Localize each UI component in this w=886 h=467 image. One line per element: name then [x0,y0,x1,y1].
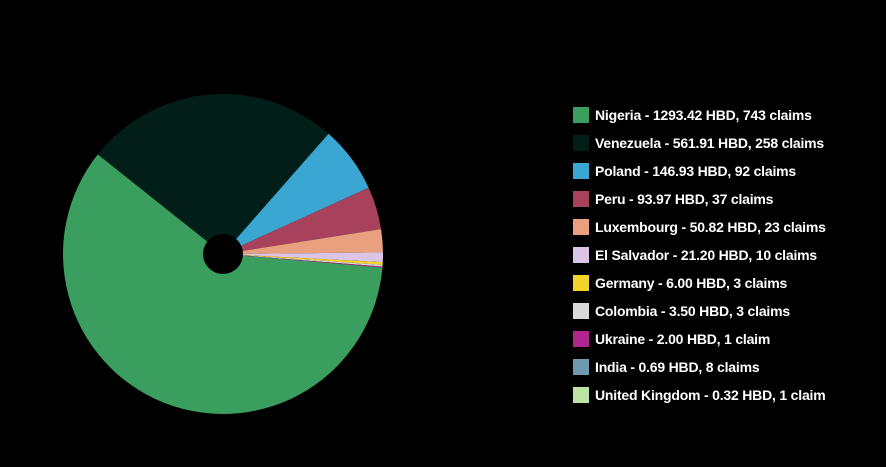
pie-slice-colombia[interactable] [223,254,383,267]
legend-swatch [573,219,589,235]
legend-swatch [573,163,589,179]
pie-slice-poland[interactable] [223,133,369,254]
pie-slice-nigeria[interactable] [62,154,383,415]
legend-item-colombia[interactable]: Colombia - 3.50 HBD, 3 claims [573,297,873,325]
legend-label: Poland - 146.93 HBD, 92 claims [595,163,796,179]
pie-slice-luxembourg[interactable] [223,229,383,254]
pie-slice-germany[interactable] [223,254,383,265]
donut-hole [203,234,243,274]
legend-label: Ukraine - 2.00 HBD, 1 claim [595,331,771,347]
legend-item-peru[interactable]: Peru - 93.97 HBD, 37 claims [573,185,873,213]
legend-label: Peru - 93.97 HBD, 37 claims [595,191,774,207]
legend-swatch [573,107,589,123]
pie-slice-united-kingdom[interactable] [223,254,383,268]
legend-swatch [573,303,589,319]
legend-item-luxembourg[interactable]: Luxembourg - 50.82 HBD, 23 claims [573,213,873,241]
legend-label: India - 0.69 HBD, 8 claims [595,359,760,375]
legend-label: Luxembourg - 50.82 HBD, 23 claims [595,219,826,235]
legend-label: United Kingdom - 0.32 HBD, 1 claim [595,387,826,403]
pie-slice-india[interactable] [223,254,383,268]
legend-label: Venezuela - 561.91 HBD, 258 claims [595,135,824,151]
pie-slice-venezuela[interactable] [97,94,329,255]
legend-label: Nigeria - 1293.42 HBD, 743 claims [595,107,812,123]
legend-label: El Salvador - 21.20 HBD, 10 claims [595,247,817,263]
legend-swatch [573,387,589,403]
legend-swatch [573,359,589,375]
pie-slice-ukraine[interactable] [223,254,383,268]
legend-swatch [573,191,589,207]
legend-item-ukraine[interactable]: Ukraine - 2.00 HBD, 1 claim [573,325,873,353]
legend-item-nigeria[interactable]: Nigeria - 1293.42 HBD, 743 claims [573,101,873,129]
legend-item-united-kingdom[interactable]: United Kingdom - 0.32 HBD, 1 claim [573,381,873,409]
legend-swatch [573,275,589,291]
legend-label: Colombia - 3.50 HBD, 3 claims [595,303,790,319]
pie-plot-area [62,94,383,415]
legend-swatch [573,331,589,347]
legend-swatch [573,247,589,263]
legend-item-venezuela[interactable]: Venezuela - 561.91 HBD, 258 claims [573,129,873,157]
legend-item-el-salvador[interactable]: El Salvador - 21.20 HBD, 10 claims [573,241,873,269]
legend-item-india[interactable]: India - 0.69 HBD, 8 claims [573,353,873,381]
pie-slice-peru[interactable] [223,187,382,254]
legend-item-poland[interactable]: Poland - 146.93 HBD, 92 claims [573,157,873,185]
legend-item-germany[interactable]: Germany - 6.00 HBD, 3 claims [573,269,873,297]
legend-label: Germany - 6.00 HBD, 3 claims [595,275,788,291]
legend: Nigeria - 1293.42 HBD, 743 claims Venezu… [573,101,873,409]
legend-swatch [573,135,589,151]
pie-slices [62,94,383,415]
pie-slice-el-salvador[interactable] [223,252,383,263]
